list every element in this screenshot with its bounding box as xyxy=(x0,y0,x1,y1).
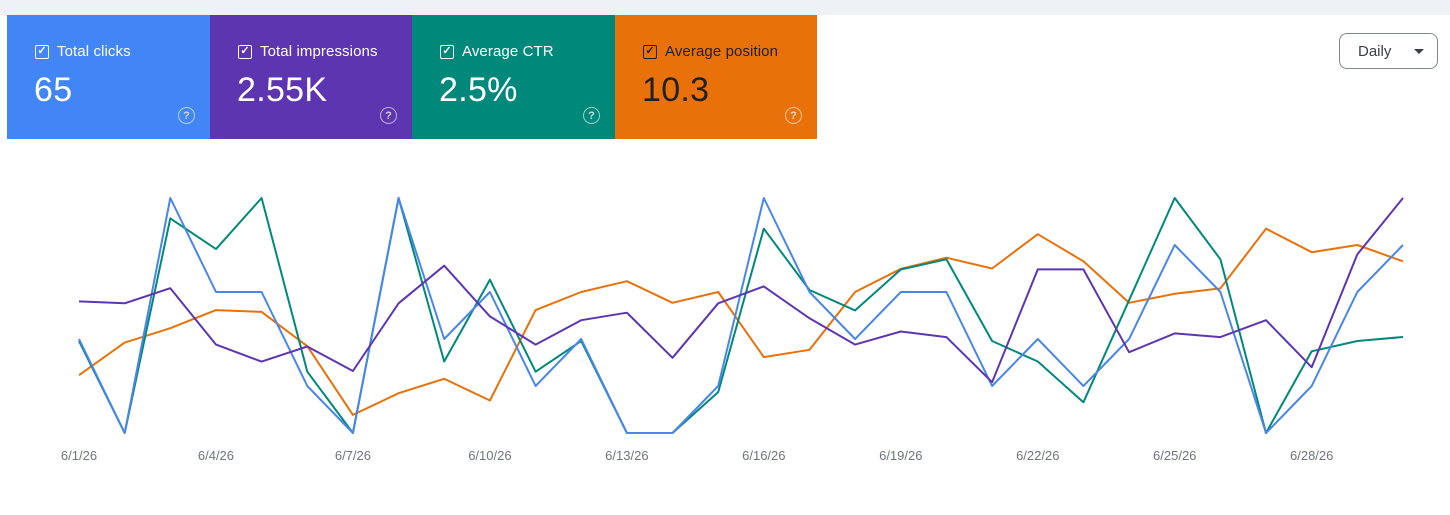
help-icon[interactable]: ? xyxy=(583,107,600,124)
metric-label: Total impressions xyxy=(260,43,378,60)
checkbox-checked-icon[interactable]: ✓ xyxy=(35,44,49,59)
series-line-impressions xyxy=(78,197,1404,384)
x-tick-label: 6/7/26 xyxy=(335,448,371,463)
checkbox-checked-icon[interactable]: ✓ xyxy=(440,44,454,59)
metric-value: 10.3 xyxy=(642,71,710,109)
series-line-clicks xyxy=(78,197,1404,434)
x-tick-label: 6/19/26 xyxy=(879,448,922,463)
x-tick-label: 6/10/26 xyxy=(468,448,511,463)
help-icon[interactable]: ? xyxy=(785,107,802,124)
total-impressions-card[interactable]: ✓ Total impressions 2.55K ? xyxy=(210,15,412,139)
x-tick-label: 6/16/26 xyxy=(742,448,785,463)
x-tick-label: 6/25/26 xyxy=(1153,448,1196,463)
top-strip xyxy=(0,0,1450,15)
metric-label: Average position xyxy=(665,43,779,60)
x-tick-label: 6/4/26 xyxy=(198,448,234,463)
help-icon[interactable]: ? xyxy=(380,107,397,124)
average-ctr-card[interactable]: ✓ Average CTR 2.5% ? xyxy=(412,15,615,139)
total-clicks-card[interactable]: ✓ Total clicks 65 ? xyxy=(7,15,210,139)
x-tick-label: 6/1/26 xyxy=(61,448,97,463)
caret-down-icon xyxy=(1414,49,1424,54)
checkbox-checked-icon[interactable]: ✓ xyxy=(643,44,657,59)
average-position-card[interactable]: ✓ Average position 10.3 ? xyxy=(615,15,817,139)
metric-label: Average CTR xyxy=(462,43,554,60)
checkbox-checked-icon[interactable]: ✓ xyxy=(238,44,252,59)
x-tick-label: 6/22/26 xyxy=(1016,448,1059,463)
granularity-selected: Daily xyxy=(1358,42,1392,60)
series-line-ctr xyxy=(78,197,1404,434)
x-tick-label: 6/13/26 xyxy=(605,448,648,463)
granularity-dropdown[interactable]: Daily xyxy=(1339,33,1438,69)
metric-label: Total clicks xyxy=(57,43,131,60)
metric-value: 2.5% xyxy=(439,71,518,109)
metric-cards: ✓ Total clicks 65 ? ✓ Total impressions … xyxy=(7,15,817,139)
help-icon[interactable]: ? xyxy=(178,107,195,124)
metric-value: 2.55K xyxy=(237,71,328,109)
metric-value: 65 xyxy=(34,71,73,109)
x-tick-label: 6/28/26 xyxy=(1290,448,1333,463)
